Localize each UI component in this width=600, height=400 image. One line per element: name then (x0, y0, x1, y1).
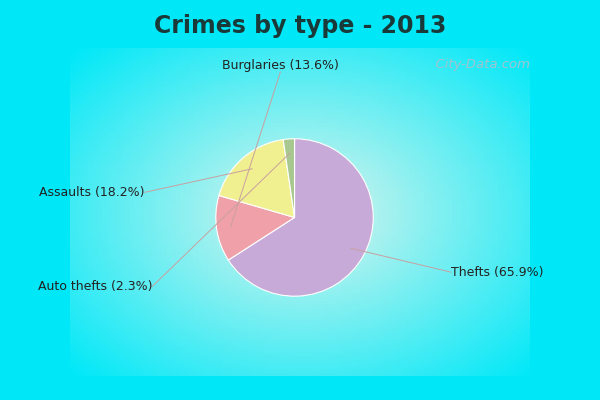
Wedge shape (216, 196, 295, 260)
Text: Burglaries (13.6%): Burglaries (13.6%) (222, 59, 339, 72)
Text: Crimes by type - 2013: Crimes by type - 2013 (154, 14, 446, 38)
Text: Auto thefts (2.3%): Auto thefts (2.3%) (38, 280, 152, 293)
Wedge shape (283, 139, 295, 218)
Text: City-Data.com: City-Data.com (427, 58, 530, 71)
Text: Assaults (18.2%): Assaults (18.2%) (39, 186, 145, 199)
Wedge shape (219, 140, 295, 218)
Text: Thefts (65.9%): Thefts (65.9%) (451, 266, 544, 279)
Wedge shape (229, 139, 373, 296)
